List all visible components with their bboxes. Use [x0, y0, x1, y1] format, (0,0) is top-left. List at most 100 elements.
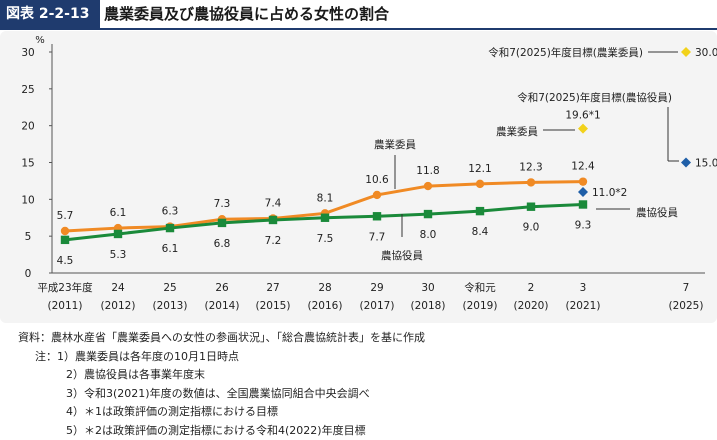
- target-point: [578, 124, 588, 134]
- y-axis-unit-label: %: [35, 35, 45, 46]
- y-tick-label: 5: [25, 231, 32, 243]
- series-2-data-label: 7.5: [317, 233, 334, 245]
- series-1-data-label: 12.1: [468, 163, 491, 175]
- series-2-point: [476, 207, 484, 215]
- x-tick-year-label: (2012): [101, 300, 136, 312]
- x-tick-year-label: (2018): [411, 300, 446, 312]
- x-tick-label: 24: [111, 282, 125, 294]
- series-1-point: [579, 177, 587, 185]
- x-tick-label: 27: [266, 282, 279, 294]
- target-point-label: 11.0*2: [592, 187, 627, 199]
- target-point-label: 19.6*1: [565, 110, 600, 122]
- target-point-label: 15.0: [695, 158, 717, 170]
- series-2-point: [579, 200, 587, 208]
- title-rule: [0, 28, 717, 30]
- x-tick-year-label: (2017): [360, 300, 395, 312]
- x-tick-year-label: (2015): [256, 300, 291, 312]
- series-2-data-label: 9.3: [575, 219, 592, 231]
- y-tick-label: 30: [21, 47, 34, 59]
- series-1-data-label: 12.4: [571, 161, 595, 173]
- series-1-annotation: 農業委員: [374, 138, 416, 151]
- series-1-data-label: 6.1: [110, 207, 127, 219]
- x-tick-year-label: (2014): [205, 300, 240, 312]
- series-2-point: [218, 219, 226, 227]
- x-tick-label: 平成23年度: [37, 281, 93, 294]
- series-1-data-label: 11.8: [416, 165, 439, 177]
- title-bar: 図表 2-2-13 農業委員及び農協役員に占める女性の割合: [0, 0, 717, 28]
- note-label: 注：: [35, 350, 57, 363]
- x-tick-label: 25: [163, 282, 176, 294]
- series-2-data-label: 9.0: [523, 222, 540, 234]
- series-2-point: [114, 230, 122, 238]
- series-1-point: [61, 227, 69, 235]
- series-2-data-label: 8.4: [472, 226, 489, 238]
- figure-label: 図表 2-2-13: [0, 0, 100, 28]
- x-tick-label: 29: [370, 282, 383, 294]
- note-2: 2）農協役員は各事業年度末: [18, 366, 425, 385]
- series-2-data-label: 7.2: [265, 235, 282, 247]
- x-tick-year-label: (2021): [566, 300, 601, 312]
- series-2-point: [166, 224, 174, 232]
- series-2-point: [527, 203, 535, 211]
- series-2-annotation: 農協役員: [381, 249, 423, 262]
- target-point: [681, 47, 691, 57]
- series-2-point: [61, 236, 69, 244]
- figure-title: 農業委員及び農協役員に占める女性の割合: [104, 0, 389, 28]
- y-tick-label: 20: [21, 121, 34, 133]
- x-tick-year-label: (2013): [153, 300, 188, 312]
- y-tick-label: 25: [21, 84, 34, 96]
- note-5: 5）＊2は政策評価の測定指標における令和4(2022)年度目標: [18, 422, 425, 440]
- note-3: 3）令和3(2021)年度の数値は、全国農業協同組合中央会調べ: [18, 385, 425, 404]
- series-2-data-label: 7.7: [369, 231, 386, 243]
- x-tick-label: 令和元: [464, 281, 496, 294]
- series-2-data-label: 5.3: [110, 249, 127, 261]
- x-tick-label: 30: [421, 282, 434, 294]
- target-point: [681, 158, 691, 168]
- x-tick-year-label: (2011): [48, 300, 83, 312]
- series-2-point: [424, 210, 432, 218]
- note-4: 4）＊1は政策評価の測定指標における目標: [18, 403, 425, 422]
- target-point-label: 30.0: [695, 47, 717, 59]
- series-1-point: [424, 182, 432, 190]
- series-2-point: [321, 214, 329, 222]
- x-tick-year-label: (2025): [669, 300, 704, 312]
- series-1-data-label: 7.3: [214, 198, 231, 210]
- x-tick-label: 28: [318, 282, 331, 294]
- series-2-data-label: 4.5: [57, 255, 74, 267]
- line-chart: % 0 5 10 15 20 25 30 平成23年度 (2011) 24 (2012) 25 (2013…: [0, 31, 717, 323]
- target-2021-annotation: 農業委員: [496, 125, 538, 138]
- series-2-data-label: 8.0: [420, 229, 437, 241]
- y-tick-label: 10: [21, 194, 34, 206]
- series-2-data-label: 6.8: [214, 238, 231, 250]
- series-2-right-annotation: 農協役員: [636, 206, 678, 219]
- x-tick-year-label: (2019): [463, 300, 498, 312]
- series-1-data-label: 8.1: [317, 192, 334, 204]
- x-tick-label: 7: [683, 282, 690, 294]
- series-1-point: [476, 180, 484, 188]
- x-tick-label: 26: [215, 282, 229, 294]
- series-1-point: [527, 178, 535, 186]
- series-2-data-label: 6.1: [162, 243, 179, 255]
- y-tick-label: 0: [25, 268, 32, 280]
- source-note: 資料：農林水産省「農業委員への女性の参画状況」、「総合農協統計表」を基に作成: [18, 329, 425, 348]
- series-2-point: [269, 216, 277, 224]
- series-1-point: [373, 191, 381, 199]
- series-1-data-label: 5.7: [57, 210, 74, 222]
- series-2-point: [373, 212, 381, 220]
- target-agri-committee-annotation: 令和7(2025)年度目標(農業委員): [488, 46, 643, 59]
- target-coop-annotation: 令和7(2025)年度目標(農協役員): [517, 91, 672, 104]
- note-1-text: 1）農業委員は各年度の10月1日時点: [57, 350, 239, 363]
- x-tick-year-label: (2020): [514, 300, 549, 312]
- target-point: [578, 187, 588, 197]
- series-1-data-label: 6.3: [162, 206, 179, 218]
- series-1-data-label: 10.6: [365, 174, 389, 186]
- x-tick-label: 2: [528, 282, 535, 294]
- series-line-1: [65, 182, 583, 231]
- chart-panel: % 0 5 10 15 20 25 30 平成23年度 (2011) 24 (2012) 25 (2013…: [0, 31, 717, 323]
- x-tick-label: 3: [580, 282, 587, 294]
- notes-section: 資料：農林水産省「農業委員への女性の参画状況」、「総合農協統計表」を基に作成 注…: [18, 329, 425, 440]
- x-tick-year-label: (2016): [308, 300, 343, 312]
- series-1-data-label: 12.3: [519, 161, 542, 173]
- y-tick-label: 15: [21, 158, 34, 170]
- note-1: 注：1）農業委員は各年度の10月1日時点: [18, 348, 425, 367]
